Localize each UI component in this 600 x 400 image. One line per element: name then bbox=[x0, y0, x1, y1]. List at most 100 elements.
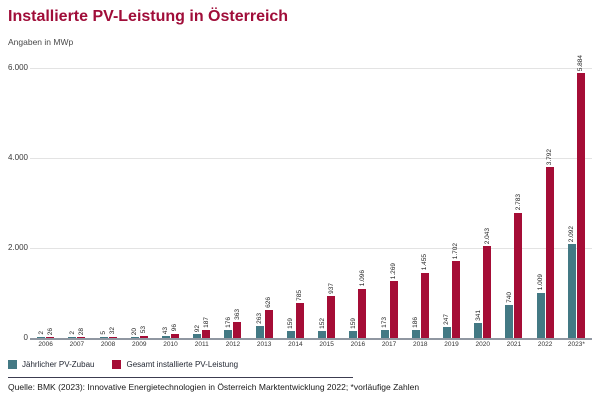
x-tick-label: 2013 bbox=[256, 341, 272, 348]
bar-value-label: 5 bbox=[100, 331, 108, 335]
bar-group: 173 1.269 bbox=[373, 68, 404, 338]
bar-group: 186 1.455 bbox=[405, 68, 436, 338]
bar-annual bbox=[318, 331, 327, 338]
legend: Jährlicher PV-Zubau Gesamt installierte … bbox=[8, 360, 238, 369]
x-tick-label: 2021 bbox=[506, 341, 522, 348]
bar-value-label: 32 bbox=[109, 327, 117, 335]
bar-value-label: 2 bbox=[68, 331, 76, 335]
bar-group: 2 28 bbox=[61, 68, 92, 338]
bar-value-label: 159 bbox=[349, 318, 357, 329]
bar-annual bbox=[37, 337, 46, 338]
bar-annual bbox=[442, 326, 451, 338]
bar-annual bbox=[130, 337, 139, 338]
y-tick-label: 0 bbox=[23, 333, 28, 342]
bar-total bbox=[451, 261, 460, 338]
y-tick-label: 4.000 bbox=[7, 153, 28, 162]
bar-total bbox=[139, 335, 148, 338]
x-tick-label: 2017 bbox=[381, 341, 397, 348]
bar-value-label: 53 bbox=[140, 326, 148, 334]
x-tick-label: 2009 bbox=[132, 341, 147, 348]
x-tick-label: 2010 bbox=[163, 341, 178, 348]
bar-value-label: 159 bbox=[287, 318, 295, 329]
x-tick-label: 2014 bbox=[288, 341, 303, 348]
legend-item-annual: Jährlicher PV-Zubau bbox=[8, 360, 94, 369]
gridline bbox=[30, 248, 592, 249]
bar-annual bbox=[411, 329, 420, 338]
bar-value-label: 2.783 bbox=[514, 194, 522, 211]
legend-label-annual: Jährlicher PV-Zubau bbox=[22, 360, 95, 369]
bar-group: 159 1.096 bbox=[342, 68, 373, 338]
bar-group: 20 53 bbox=[124, 68, 155, 338]
bar-group: 341 2.043 bbox=[467, 68, 498, 338]
chart-title: Installierte PV-Leistung in Österreich bbox=[8, 8, 289, 25]
bar-annual bbox=[255, 326, 264, 338]
legend-item-total: Gesamt installierte PV-Leistung bbox=[112, 360, 238, 369]
bar-annual bbox=[474, 322, 483, 338]
bar-value-label: 187 bbox=[202, 316, 210, 328]
bar-value-label: 173 bbox=[381, 317, 389, 329]
bar-total bbox=[202, 329, 211, 338]
bar-value-label: 1.702 bbox=[452, 243, 460, 260]
bar-annual bbox=[286, 330, 295, 338]
x-tick-label: 2007 bbox=[69, 341, 85, 348]
x-tick-label: 2022 bbox=[537, 341, 553, 348]
gridline bbox=[30, 158, 592, 159]
bar-group: 740 2.783 bbox=[498, 68, 529, 338]
bar-total bbox=[483, 246, 492, 338]
bar-total bbox=[545, 167, 554, 338]
bar-total bbox=[264, 309, 273, 338]
bar-value-label: 740 bbox=[505, 291, 513, 303]
bar-value-label: 92 bbox=[193, 324, 201, 332]
x-tick-label: 2008 bbox=[100, 341, 116, 348]
legend-swatch-total bbox=[112, 360, 122, 369]
bar-value-label: 2.092 bbox=[568, 225, 576, 242]
bar-value-label: 152 bbox=[318, 318, 326, 330]
bar-value-label: 363 bbox=[233, 308, 241, 320]
bar-value-label: 247 bbox=[443, 314, 451, 325]
bar-value-label: 785 bbox=[296, 289, 304, 301]
bar-annual bbox=[193, 333, 202, 338]
bar-total bbox=[46, 336, 55, 338]
legend-swatch-annual bbox=[8, 360, 17, 369]
bar-total bbox=[77, 336, 86, 338]
bar-total bbox=[358, 288, 367, 338]
plot-area: 2 26 2006 2 28 2007 5 32 2008 20 53 2009 43 96 2010 92 1… bbox=[30, 55, 592, 348]
bar-total bbox=[295, 302, 304, 338]
bar-total bbox=[389, 280, 398, 338]
bar-value-label: 1.009 bbox=[537, 274, 545, 291]
bar-total bbox=[170, 333, 179, 338]
bar-annual bbox=[99, 337, 108, 338]
x-tick-label: 2011 bbox=[194, 341, 209, 348]
x-tick-label: 2016 bbox=[350, 341, 366, 348]
bar-total bbox=[327, 295, 336, 338]
source-note: Quelle: BMK (2023): Innovative Energiete… bbox=[8, 382, 420, 392]
bar-value-label: 26 bbox=[46, 327, 54, 335]
x-tick-label: 2006 bbox=[38, 341, 53, 348]
bar-value-label: 176 bbox=[224, 317, 232, 329]
bar-annual bbox=[68, 337, 77, 338]
footer-separator bbox=[8, 377, 353, 378]
bar-value-label: 1.269 bbox=[390, 262, 398, 279]
bar-annual bbox=[567, 243, 576, 338]
bar-group: 2 26 bbox=[30, 68, 61, 338]
bar-value-label: 20 bbox=[131, 327, 139, 335]
bar-total bbox=[108, 336, 117, 338]
bar-group: 92 187 bbox=[186, 68, 217, 338]
legend-label-total: Gesamt installierte PV-Leistung bbox=[126, 360, 239, 369]
bar-total bbox=[576, 73, 585, 338]
x-tick-label: 2023* bbox=[567, 341, 585, 348]
y-tick-label: 2.000 bbox=[7, 243, 28, 252]
bar-total bbox=[233, 321, 242, 338]
bar-annual bbox=[380, 330, 389, 338]
bar-annual bbox=[161, 336, 170, 338]
bar-value-label: 341 bbox=[474, 309, 482, 321]
x-tick-label: 2012 bbox=[225, 341, 241, 348]
bar-value-label: 43 bbox=[162, 326, 170, 335]
bar-value-label: 626 bbox=[265, 296, 273, 308]
bar-value-label: 937 bbox=[327, 282, 335, 294]
x-tick-label: 2015 bbox=[319, 341, 334, 348]
bar-annual bbox=[224, 330, 233, 338]
x-tick-label: 2018 bbox=[413, 341, 428, 348]
bar-annual bbox=[505, 304, 514, 338]
